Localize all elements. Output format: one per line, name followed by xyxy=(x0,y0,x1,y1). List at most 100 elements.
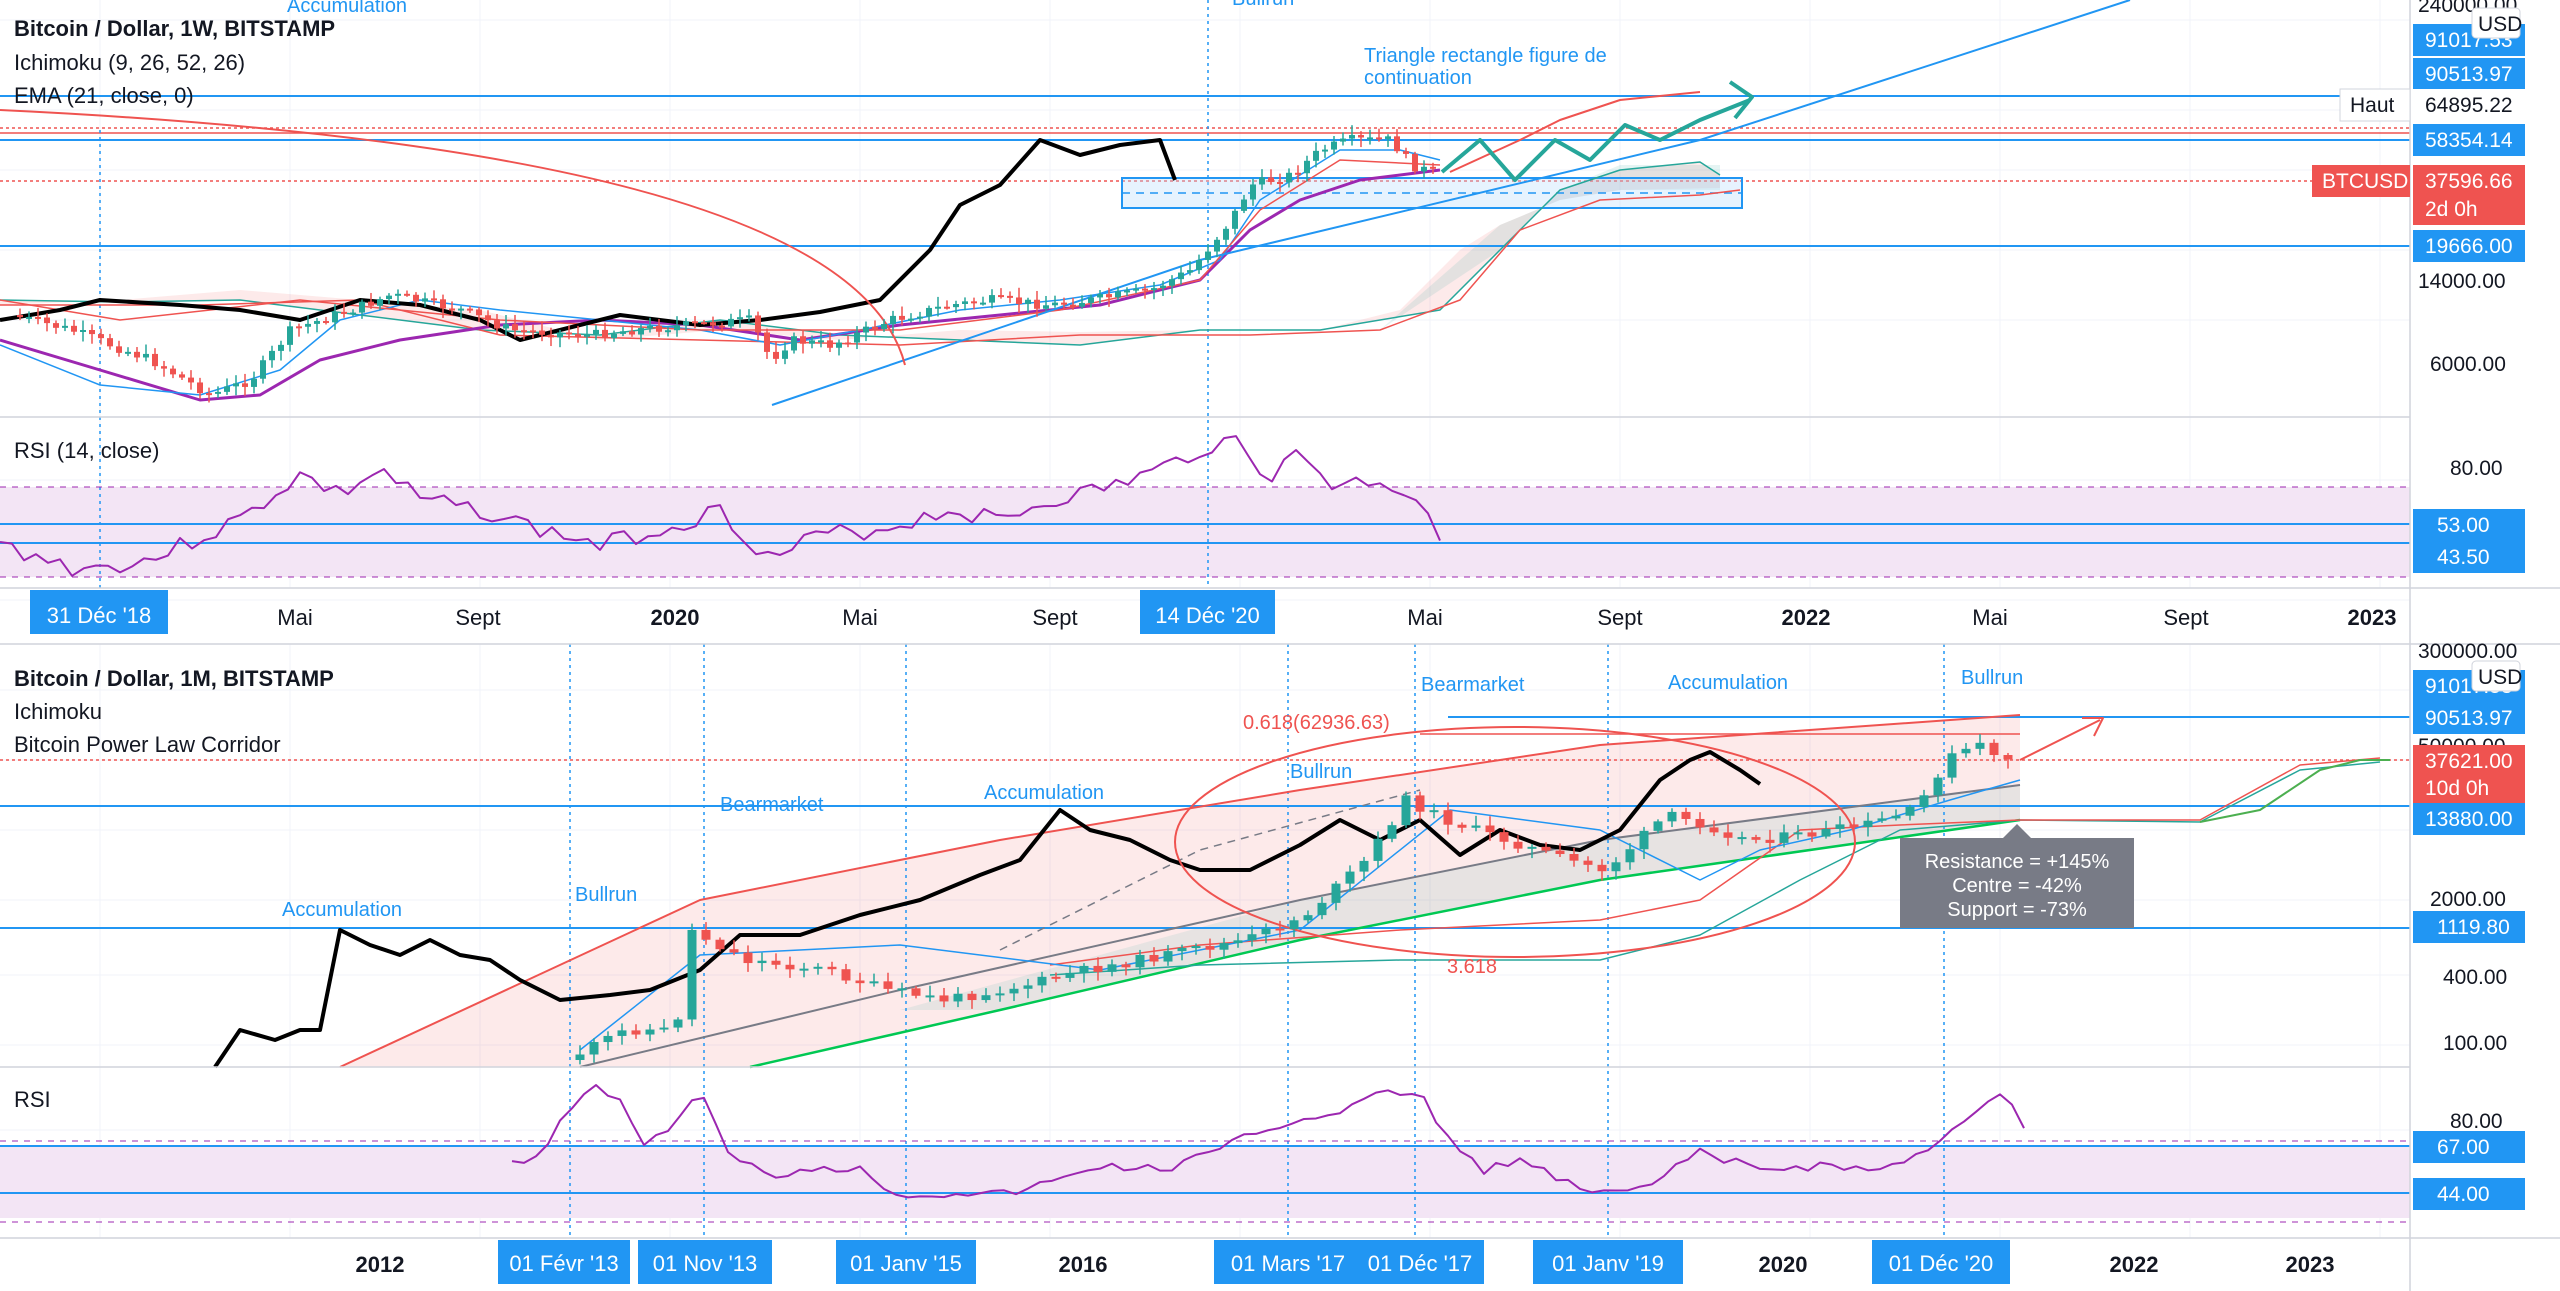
projection-dashed xyxy=(999,789,1421,951)
candle xyxy=(1653,821,1663,831)
candle xyxy=(989,295,995,303)
candle xyxy=(687,929,697,1020)
candle xyxy=(1261,928,1271,935)
time-badge xyxy=(1140,590,1275,634)
candle xyxy=(1933,777,1943,796)
candle xyxy=(883,981,893,989)
candle xyxy=(629,331,635,335)
candle xyxy=(557,332,563,338)
candle xyxy=(1751,837,1761,840)
time-badge xyxy=(638,1240,772,1284)
candle xyxy=(799,968,809,971)
candle xyxy=(1429,810,1439,813)
candle xyxy=(782,350,788,359)
currency-label: USD xyxy=(2478,666,2522,689)
candle xyxy=(935,306,941,309)
candle xyxy=(1205,946,1215,950)
price-badge-label: 1119.80 xyxy=(2437,916,2510,939)
bottom-price-scale: 300000.00 91017.53 90513.97 50000.00 376… xyxy=(2413,640,2525,1055)
countdown-label: 2d 0h xyxy=(2425,198,2478,221)
candle xyxy=(899,315,905,320)
candle xyxy=(1779,832,1789,843)
candle xyxy=(1430,166,1436,169)
ichimoku-span-a xyxy=(1049,761,2381,976)
time-tick: 2023 xyxy=(2348,605,2397,630)
candle xyxy=(944,306,950,309)
time-badge xyxy=(1214,1240,1362,1284)
candle xyxy=(1169,279,1175,286)
price-badge xyxy=(2413,58,2525,90)
bottom-time-axis: 2012 2016 2020 2022 2023 01 Févr '13 01 Nov '1… xyxy=(356,1240,2334,1284)
candle xyxy=(269,350,275,361)
candle xyxy=(503,324,509,329)
currency-badge[interactable] xyxy=(2471,660,2521,692)
candle xyxy=(1093,965,1103,972)
candle xyxy=(1681,811,1691,819)
candle xyxy=(377,299,383,306)
candle xyxy=(953,993,963,1002)
candle xyxy=(631,1030,641,1035)
candle xyxy=(440,299,446,309)
candle xyxy=(841,969,851,981)
candle xyxy=(1196,259,1202,271)
price-badge xyxy=(2413,702,2525,734)
candle xyxy=(757,960,767,964)
candle xyxy=(1177,947,1187,952)
price-badge xyxy=(2413,911,2525,943)
candle xyxy=(179,374,185,378)
candle xyxy=(1849,824,1859,828)
candle xyxy=(1541,846,1551,851)
candle xyxy=(485,315,491,321)
legend-title-2: Bitcoin / Dollar, 1M, BITSTAMP xyxy=(14,666,334,691)
candle xyxy=(1135,954,1145,968)
legend-ichimoku: Ichimoku (9, 26, 52, 26) xyxy=(14,50,245,75)
lines xyxy=(0,0,2410,1238)
candle xyxy=(890,315,896,325)
annotation-accumulation: Accumulation xyxy=(1668,672,1788,694)
candle xyxy=(1088,297,1094,303)
fib-arc xyxy=(0,109,906,366)
countdown-label: 10d 0h xyxy=(2425,777,2489,800)
top-rsi-scale: 80.00 53.00 43.50 xyxy=(2413,457,2525,573)
candle xyxy=(1303,915,1313,921)
candle xyxy=(1191,946,1201,949)
candle xyxy=(1142,288,1148,291)
candle xyxy=(143,353,149,358)
candle xyxy=(617,1030,627,1036)
candle xyxy=(746,315,752,318)
candle xyxy=(512,324,518,331)
candle xyxy=(1513,841,1523,849)
price-tick: 14000.00 xyxy=(2418,270,2506,293)
candle xyxy=(1345,871,1355,884)
time-badge-label: 01 Janv '15 xyxy=(850,1251,962,1276)
top-price-scale: 240000.00 91017.53 90513.97 Haut 64895.2… xyxy=(2312,0,2525,376)
candle xyxy=(1025,299,1031,305)
candle xyxy=(431,298,437,301)
ema-line xyxy=(0,168,1441,402)
candle xyxy=(1457,824,1467,828)
price-tick: 100.00 xyxy=(2443,1032,2507,1055)
price-tick: 400.00 xyxy=(2443,966,2507,989)
candle xyxy=(1034,299,1040,309)
candle xyxy=(647,325,653,329)
candle xyxy=(603,1035,613,1043)
candle xyxy=(773,351,779,359)
candle xyxy=(1358,135,1364,138)
tooltip-arrow xyxy=(2003,824,2031,838)
rsi-band xyxy=(0,1146,2410,1218)
candle xyxy=(17,315,23,318)
legend-corridor: Bitcoin Power Law Corridor xyxy=(14,732,281,757)
candle xyxy=(170,368,176,375)
candle xyxy=(575,334,581,337)
candle xyxy=(673,1019,683,1028)
currency-badge[interactable] xyxy=(2471,7,2521,39)
candle xyxy=(215,391,221,394)
rsi-badge xyxy=(2413,509,2525,541)
rsi-line xyxy=(0,435,1441,577)
candle xyxy=(813,966,823,969)
candle xyxy=(1385,136,1391,139)
candle xyxy=(233,383,239,387)
candle xyxy=(125,351,131,354)
candle xyxy=(422,298,428,302)
